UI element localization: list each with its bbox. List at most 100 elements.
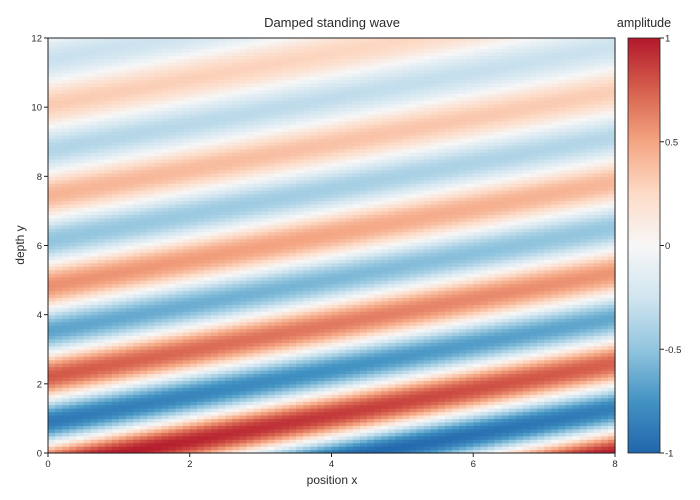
heatmap-cell — [451, 328, 460, 333]
heatmap-cell — [480, 280, 489, 285]
heatmap-cell — [239, 266, 248, 271]
heatmap-cell — [211, 421, 219, 426]
heatmap-cell — [83, 314, 92, 319]
heatmap-cell — [451, 449, 460, 454]
heatmap-cell — [175, 387, 184, 392]
heatmap-cell — [246, 363, 255, 368]
heatmap-cell — [551, 345, 559, 350]
heatmap-cell — [133, 418, 141, 423]
heatmap-cell — [537, 446, 545, 451]
heatmap-cell — [345, 418, 354, 423]
heatmap-cell — [83, 252, 92, 257]
heatmap-cell — [388, 401, 396, 406]
heatmap-cell — [62, 414, 70, 420]
heatmap-cell — [253, 366, 262, 371]
heatmap-cell — [218, 359, 226, 364]
heatmap-cell — [402, 435, 411, 440]
heatmap-cell — [76, 248, 85, 254]
heatmap-cell — [374, 273, 382, 278]
heatmap-cell — [331, 297, 340, 302]
heatmap-cell — [416, 307, 425, 312]
heatmap-cell — [366, 449, 375, 454]
heatmap-cell — [338, 307, 347, 312]
heatmap-cell — [430, 376, 439, 381]
heatmap-cell — [253, 428, 262, 433]
heatmap-cell — [473, 307, 481, 312]
heatmap-cell — [239, 432, 248, 437]
heatmap-cell — [381, 411, 389, 416]
heatmap-cell — [593, 335, 602, 340]
heatmap-cell — [154, 373, 162, 378]
heatmap-cell — [607, 318, 616, 323]
heatmap-cell — [480, 349, 489, 354]
heatmap-cell — [437, 259, 446, 264]
heatmap-cell — [296, 273, 304, 278]
heatmap-cell — [274, 255, 283, 260]
heatmap-cell — [402, 359, 411, 364]
heatmap-cell — [196, 276, 205, 281]
heatmap-cell — [267, 439, 276, 444]
heatmap-cell — [409, 335, 418, 340]
heatmap-cell — [437, 300, 446, 305]
heatmap-cell — [466, 411, 474, 416]
heatmap-cell — [437, 425, 446, 430]
heatmap-cell — [487, 380, 496, 385]
heatmap-cell — [381, 335, 389, 340]
heatmap-cell — [310, 311, 318, 316]
heatmap-cell — [317, 290, 326, 295]
heatmap-cell — [182, 408, 191, 413]
heatmap-cell — [451, 442, 460, 447]
heatmap-cell — [466, 363, 474, 368]
heatmap-cell — [225, 293, 233, 298]
heatmap-cell — [501, 383, 510, 388]
heatmap-cell — [317, 248, 326, 254]
heatmap-cell — [69, 383, 77, 388]
heatmap-cell — [480, 394, 489, 399]
heatmap-cell — [161, 318, 170, 323]
heatmap-cell — [451, 297, 460, 302]
heatmap-cell — [444, 342, 453, 347]
heatmap-cell — [487, 394, 496, 399]
heatmap-cell — [331, 425, 340, 430]
heatmap-cell — [437, 266, 446, 271]
heatmap-cell — [593, 376, 602, 381]
heatmap-cell — [111, 304, 120, 309]
heatmap-cell — [104, 418, 113, 423]
heatmap-cell — [402, 311, 411, 316]
heatmap-cell — [409, 376, 418, 381]
heatmap-cell — [437, 297, 446, 302]
heatmap-cell — [225, 287, 233, 292]
heatmap-cell — [246, 252, 255, 257]
heatmap-cell — [487, 446, 496, 451]
heatmap-cell — [338, 328, 347, 333]
heatmap-cell — [529, 411, 538, 416]
heatmap-cell — [55, 293, 63, 298]
heatmap-cell — [274, 266, 283, 271]
heatmap-cell — [558, 273, 566, 278]
heatmap-cell — [551, 383, 559, 388]
heatmap-cell — [459, 321, 467, 326]
heatmap-cell — [218, 442, 226, 447]
heatmap-cell — [381, 439, 389, 444]
heatmap-cell — [225, 314, 233, 319]
heatmap-cell — [239, 276, 248, 281]
heatmap-cell — [218, 446, 226, 451]
heatmap-cell — [416, 370, 425, 375]
heatmap-cell — [62, 259, 70, 264]
heatmap-cell — [593, 283, 602, 288]
heatmap-cell — [303, 408, 311, 413]
heatmap-cell — [359, 245, 368, 250]
heatmap-cell — [324, 376, 333, 381]
heatmap-cell — [310, 414, 318, 420]
heatmap-cell — [267, 248, 276, 254]
heatmap-cell — [544, 273, 552, 278]
heatmap-cell — [69, 297, 77, 302]
heatmap-cell — [381, 283, 389, 288]
heatmap-cell — [593, 266, 602, 271]
heatmap-cell — [118, 252, 127, 257]
heatmap-cell — [359, 335, 368, 340]
heatmap-cell — [487, 283, 496, 288]
heatmap-cell — [522, 356, 531, 361]
heatmap-cell — [239, 345, 248, 350]
heatmap-cell — [409, 380, 418, 385]
